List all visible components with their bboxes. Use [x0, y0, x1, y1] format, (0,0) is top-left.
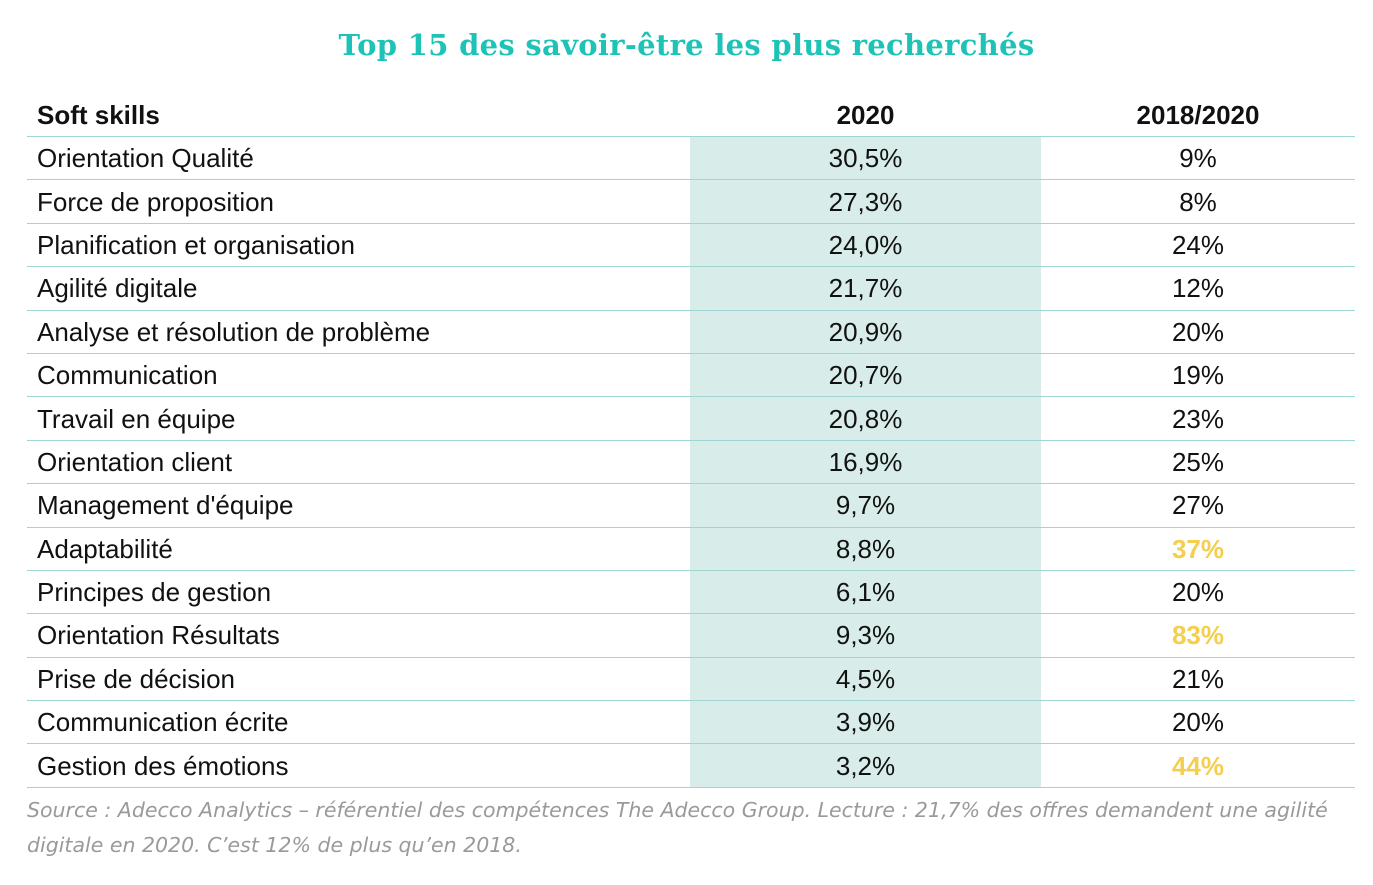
table-row: Orientation client 16,9% 25% — [27, 441, 1355, 485]
value-2018-2020: 20% — [1171, 577, 1225, 608]
table-row: Communication 20,7% 19% — [27, 354, 1355, 398]
value-2020: 9,3% — [835, 620, 896, 651]
table-row: Adaptabilité 8,8% 37% — [27, 528, 1355, 571]
column-2020-shading — [690, 137, 1041, 788]
skill-label: Analyse et résolution de problème — [37, 316, 431, 347]
value-2018-2020: 25% — [1171, 446, 1225, 477]
value-2020: 24,0% — [828, 229, 903, 260]
skill-label: Principes de gestion — [37, 577, 272, 608]
table-row: Prise de décision 4,5% 21% — [27, 658, 1355, 702]
skill-label: Force de proposition — [37, 186, 275, 217]
value-2018-2020: 19% — [1171, 360, 1225, 391]
skill-label: Communication écrite — [37, 707, 289, 738]
value-2018-2020: 21% — [1171, 663, 1225, 694]
skill-label: Prise de décision — [37, 663, 235, 694]
skill-label: Planification et organisation — [37, 229, 355, 260]
skills-table: Soft skills 2020 2018/2020 Orientation Q… — [27, 93, 1355, 788]
value-2020: 20,8% — [828, 403, 903, 434]
table-row: Agilité digitale 21,7% 12% — [27, 267, 1355, 311]
value-2018-2020: 24% — [1171, 229, 1225, 260]
skill-label: Gestion des émotions — [37, 750, 289, 781]
skill-label: Management d'équipe — [37, 490, 294, 521]
value-2020: 9,7% — [835, 490, 896, 521]
value-2020: 3,9% — [835, 707, 896, 738]
value-2020: 3,2% — [835, 750, 896, 781]
value-2018-2020: 23% — [1171, 403, 1225, 434]
value-2018-2020: 83% — [1171, 620, 1225, 651]
header-2018-2020: 2018/2020 — [1136, 99, 1260, 130]
value-2020: 16,9% — [828, 446, 903, 477]
table-header-row: Soft skills 2020 2018/2020 — [27, 93, 1355, 137]
table-row: Management d'équipe 9,7% 27% — [27, 484, 1355, 528]
skill-label: Agilité digitale — [37, 273, 198, 304]
value-2020: 4,5% — [835, 663, 896, 694]
value-2018-2020: 20% — [1171, 707, 1225, 738]
table-row: Gestion des émotions 3,2% 44% — [27, 744, 1355, 788]
skill-label: Orientation Résultats — [37, 620, 280, 651]
table-row: Travail en équipe 20,8% 23% — [27, 397, 1355, 441]
value-2020: 30,5% — [828, 143, 903, 174]
chart-title: Top 15 des savoir-être les plus recherch… — [338, 28, 1035, 62]
value-2018-2020: 20% — [1171, 316, 1225, 347]
value-2020: 27,3% — [828, 186, 903, 217]
table-row: Force de proposition 27,3% 8% — [27, 180, 1355, 224]
source-note: Source : Adecco Analytics – référentiel … — [27, 798, 1328, 857]
value-2020: 6,1% — [835, 577, 896, 608]
value-2020: 20,9% — [828, 316, 903, 347]
value-2018-2020: 37% — [1171, 533, 1225, 564]
table-body: Orientation Qualité 30,5% 9% Force de propo… — [27, 137, 1355, 788]
skill-label: Travail en équipe — [37, 403, 236, 434]
table-row: Orientation Résultats 9,3% 83% — [27, 614, 1355, 658]
value-2018-2020: 12% — [1171, 273, 1225, 304]
value-2020: 21,7% — [828, 273, 903, 304]
table-row: Analyse et résolution de problème 20,9% 20… — [27, 311, 1355, 354]
value-2018-2020: 27% — [1171, 490, 1225, 521]
table-row: Planification et organisation 24,0% 24% — [27, 224, 1355, 268]
table-row: Communication écrite 3,9% 20% — [27, 701, 1355, 745]
value-2020: 8,8% — [835, 533, 896, 564]
header-2020: 2020 — [836, 99, 895, 130]
header-soft-skills: Soft skills — [37, 99, 160, 130]
skill-label: Communication — [37, 360, 218, 391]
skill-label: Orientation Qualité — [37, 143, 254, 174]
skill-label: Orientation client — [37, 446, 233, 477]
value-2020: 20,7% — [828, 360, 903, 391]
value-2018-2020: 44% — [1171, 750, 1225, 781]
table-row: Principes de gestion 6,1% 20% — [27, 571, 1355, 615]
value-2018-2020: 8% — [1179, 186, 1217, 217]
table-row: Orientation Qualité 30,5% 9% — [27, 137, 1355, 181]
value-2018-2020: 9% — [1179, 143, 1217, 174]
skill-label: Adaptabilité — [37, 533, 173, 564]
